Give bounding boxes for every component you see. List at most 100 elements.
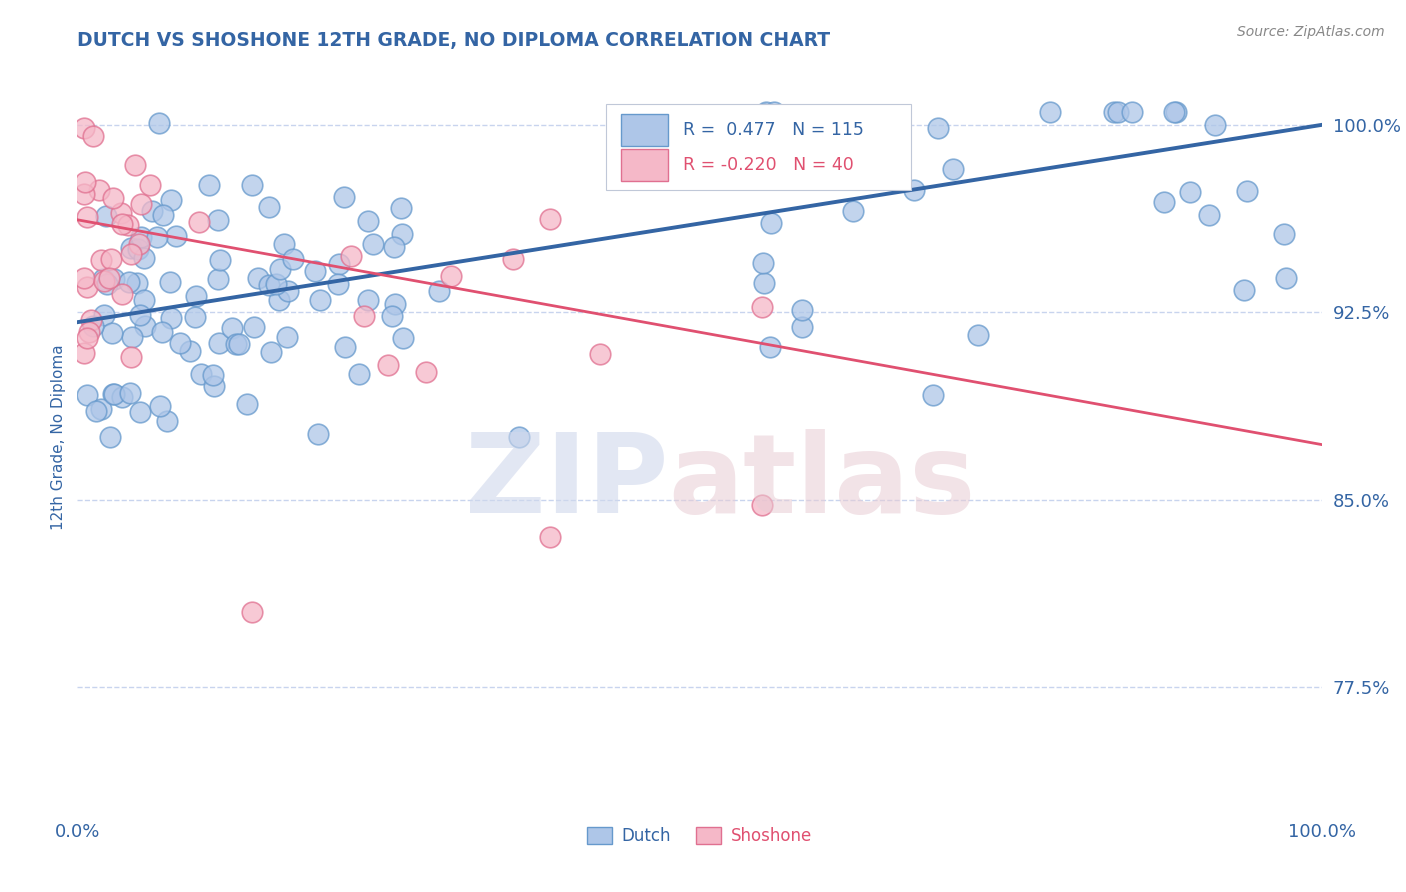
Point [758, 341, 780, 355]
Point [159, 276, 181, 290]
Point [759, 216, 782, 230]
Point [103, 387, 125, 401]
Point [165, 228, 187, 243]
Point [201, 368, 224, 382]
Point [129, 230, 152, 244]
Point [260, 344, 283, 359]
Point [204, 378, 226, 392]
Point [762, 105, 785, 120]
Point [391, 227, 413, 241]
Point [307, 426, 329, 441]
Point [84, 403, 107, 417]
Point [384, 297, 406, 311]
Point [1204, 119, 1226, 133]
Point [269, 262, 291, 277]
Point [382, 240, 405, 254]
FancyBboxPatch shape [621, 114, 668, 145]
Point [538, 212, 561, 227]
Point [73, 174, 96, 188]
Point [966, 327, 988, 342]
Point [281, 252, 304, 266]
Point [96, 277, 118, 292]
Point [98, 271, 121, 285]
Point [792, 319, 814, 334]
Point [257, 200, 280, 214]
Point [792, 302, 814, 317]
Point [381, 310, 404, 324]
Point [357, 214, 380, 228]
Text: R =  0.477   N = 115: R = 0.477 N = 115 [683, 121, 865, 139]
Point [1166, 105, 1188, 120]
Point [155, 414, 177, 428]
Point [190, 367, 212, 381]
Point [146, 230, 169, 244]
Point [328, 257, 350, 271]
Point [335, 340, 357, 354]
Point [148, 116, 170, 130]
Point [111, 390, 134, 404]
Point [128, 237, 150, 252]
Point [755, 105, 778, 120]
Point [90, 253, 112, 268]
Point [277, 284, 299, 298]
Point [208, 252, 231, 267]
Point [257, 278, 280, 293]
Point [128, 404, 150, 418]
Point [93, 309, 115, 323]
Point [96, 209, 118, 223]
Point [129, 308, 152, 322]
Point [207, 272, 229, 286]
Point [134, 319, 156, 334]
Point [1236, 185, 1258, 199]
Point [754, 276, 776, 290]
Point [427, 285, 450, 299]
Point [415, 365, 437, 379]
Point [120, 241, 142, 255]
Point [132, 293, 155, 307]
Point [124, 158, 146, 172]
Point [392, 331, 415, 345]
Point [80, 312, 103, 326]
Point [120, 246, 142, 260]
Point [93, 272, 115, 286]
Point [118, 385, 141, 400]
Point [1272, 227, 1295, 242]
Point [1198, 208, 1220, 222]
Point [101, 326, 124, 340]
Point [1121, 105, 1143, 120]
Point [228, 337, 250, 351]
Text: Source: ZipAtlas.com: Source: ZipAtlas.com [1237, 25, 1385, 39]
Point [246, 270, 269, 285]
Point [127, 242, 149, 256]
Point [502, 252, 524, 267]
Point [1233, 283, 1256, 297]
Point [72, 346, 94, 360]
Point [333, 190, 356, 204]
Point [240, 178, 263, 193]
Point [103, 272, 125, 286]
Point [129, 197, 152, 211]
FancyBboxPatch shape [606, 103, 911, 190]
Point [100, 252, 122, 266]
Point [73, 271, 96, 285]
FancyBboxPatch shape [621, 149, 668, 181]
Point [152, 208, 174, 222]
Point [1275, 271, 1298, 285]
Text: DUTCH VS SHOSHONE 12TH GRADE, NO DIPLOMA CORRELATION CHART: DUTCH VS SHOSHONE 12TH GRADE, NO DIPLOMA… [77, 30, 831, 50]
Point [159, 193, 181, 207]
Point [120, 350, 142, 364]
Point [111, 217, 134, 231]
Point [751, 300, 773, 314]
Point [139, 178, 162, 192]
Point [361, 237, 384, 252]
Point [1107, 105, 1129, 120]
Point [1102, 105, 1125, 120]
Point [179, 343, 201, 358]
Point [101, 191, 124, 205]
Point [787, 158, 810, 172]
Point [276, 330, 298, 344]
Point [82, 318, 104, 333]
Point [141, 204, 163, 219]
Point [186, 289, 208, 303]
Text: atlas: atlas [668, 428, 976, 535]
